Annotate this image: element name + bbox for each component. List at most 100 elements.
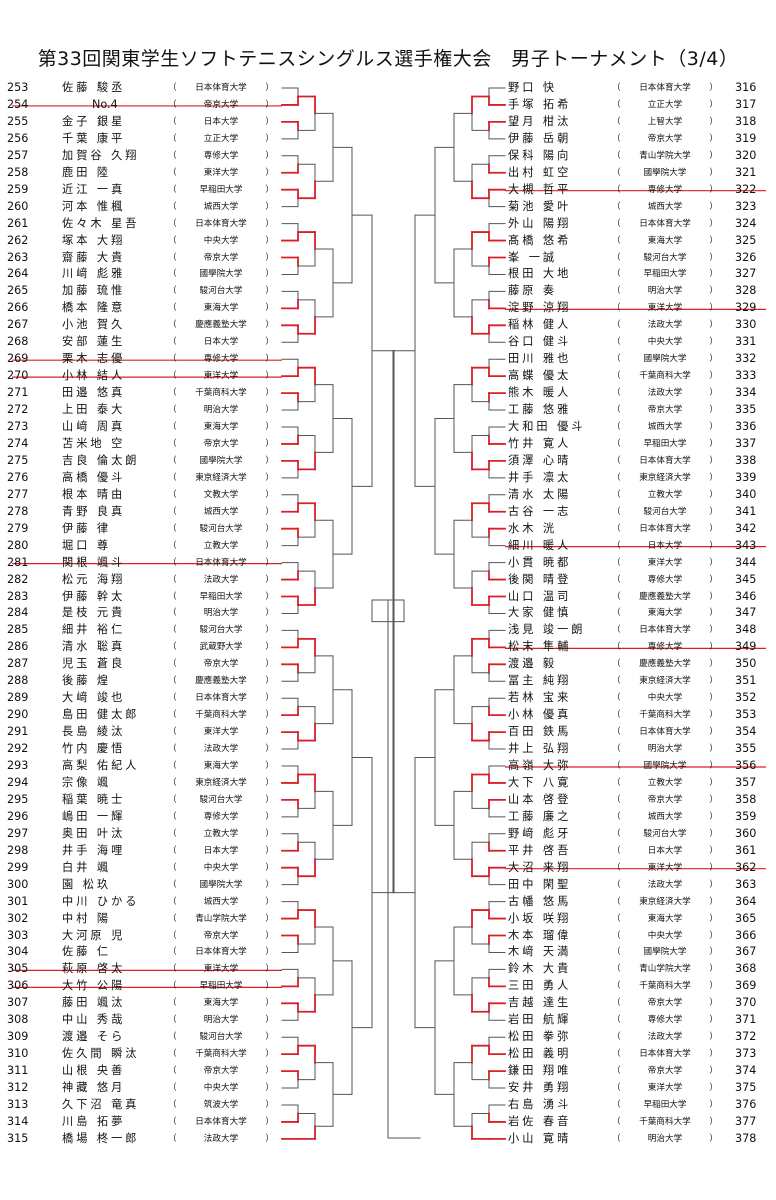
player-name: 野﨑 彪牙 [508,826,572,840]
player-name: 中山 秀哉 [62,1013,126,1027]
seed-number: 368 [735,962,757,976]
university-name: 法政大学 [168,572,274,588]
university-name: 慶應義塾大学 [168,317,274,333]
university-name: 日本体育大学 [168,944,274,960]
player-name: 後藤 煌 [62,674,112,688]
seed-number: 304 [7,945,29,959]
seed-number: 286 [7,640,29,654]
university-name: 筑波大学 [168,1097,274,1113]
university-name: 國學院大学 [168,453,274,469]
seed-number: 362 [735,860,757,874]
player-name: 伊藤 岳朝 [508,131,572,145]
player-name: 外山 陽翔 [508,216,572,230]
player-name: 河本 惟楓 [62,199,126,213]
university-name: 日本体育大学 [612,216,718,232]
university-name: 日本大学 [168,843,274,859]
seed-number: 337 [735,436,757,450]
seed-number: 282 [7,572,29,586]
university-name: 國學院大学 [612,944,718,960]
university-name: 法政大学 [168,1131,274,1147]
seed-number: 285 [7,623,29,637]
player-name: 佐藤 仁 [62,945,112,959]
player-name: 鈴木 大貴 [508,962,572,976]
university-name: 上智大学 [612,114,718,130]
player-name: 長島 綾汰 [62,725,126,739]
seed-number: 312 [7,1081,29,1095]
player-name: 峯 一誠 [508,250,558,264]
university-name: 法政大学 [612,385,718,401]
university-name: 早稲田大学 [612,1097,718,1113]
seed-number: 295 [7,792,29,806]
university-name: 城西大学 [168,199,274,215]
seed-number: 342 [735,521,757,535]
university-name: 立正大学 [612,97,718,113]
seed-number: 266 [7,301,29,315]
university-name: 慶應義塾大学 [612,589,718,605]
seed-number: 311 [7,1064,29,1078]
university-name: 中央大学 [168,233,274,249]
university-name: 日本体育大学 [168,555,274,571]
player-name: 山根 央善 [62,1064,126,1078]
player-name: 吉良 倫太朗 [62,453,140,467]
university-name: 日本体育大学 [612,724,718,740]
university-name: 東洋大学 [168,368,274,384]
university-name: 日本体育大学 [168,1114,274,1130]
seed-number: 265 [7,284,29,298]
university-name: 駿河台大学 [168,622,274,638]
university-name: 帝京大学 [612,792,718,808]
seed-number: 271 [7,386,29,400]
university-name: 東京経済大学 [612,894,718,910]
player-name: 大﨑 竣也 [62,691,126,705]
player-name: 浅見 竣一朗 [508,623,586,637]
seed-number: 305 [7,962,29,976]
player-name: 山﨑 周真 [62,420,126,433]
university-name: 専修大学 [168,809,274,825]
player-name: 松田 義明 [508,1047,572,1061]
university-name: 帝京大学 [612,402,718,418]
university-name: 慶應義塾大学 [168,673,274,689]
university-name: 千葉商科大学 [168,1046,274,1062]
player-name: 工藤 廉之 [508,809,572,823]
seed-number: 353 [735,708,757,722]
player-name: 大家 健慎 [508,606,572,620]
seed-number: 341 [735,504,757,518]
seed-number: 293 [7,759,29,772]
player-name: 水木 洸 [508,521,558,535]
university-name: 駿河台大学 [168,1029,274,1045]
player-name: 小坂 咲翔 [508,911,572,925]
seed-number: 359 [735,809,757,823]
university-name: 日本体育大学 [168,80,274,96]
university-name: 青山学院大学 [168,911,274,927]
seed-number: 349 [735,640,757,654]
player-name: 須澤 心晴 [508,453,572,467]
seed-number: 339 [735,470,757,484]
seed-number: 297 [7,826,29,840]
university-name: 城西大学 [168,504,274,520]
seed-number: 334 [735,386,757,400]
seed-number: 299 [7,860,29,874]
player-name: 苫米地 空 [62,436,126,450]
player-name: 佐々木 星吾 [62,216,140,230]
seed-number: 281 [7,555,29,569]
player-name: 萩原 啓太 [62,962,126,976]
university-name: 明治大学 [168,605,274,621]
university-name: 東京経済大学 [612,470,718,486]
university-name: 日本体育大学 [612,80,718,96]
university-name: 法政大学 [612,1029,718,1045]
seed-number: 343 [735,538,757,552]
player-name: 保科 陽向 [508,148,572,162]
player-name: 関根 颯斗 [62,555,126,569]
seed-number: 292 [7,742,29,756]
player-name: 金子 銀星 [62,114,126,128]
university-name: 東洋大学 [612,1080,718,1096]
university-name: 東洋大学 [168,961,274,977]
university-name: 専修大学 [612,182,718,198]
university-name: 専修大学 [168,148,274,164]
seed-number: 348 [735,623,757,637]
university-name: 城西大学 [612,809,718,825]
seed-number: 289 [7,691,29,705]
university-name: 帝京大学 [168,1063,274,1079]
seed-number: 306 [7,979,29,993]
university-name: 東洋大学 [612,860,718,876]
